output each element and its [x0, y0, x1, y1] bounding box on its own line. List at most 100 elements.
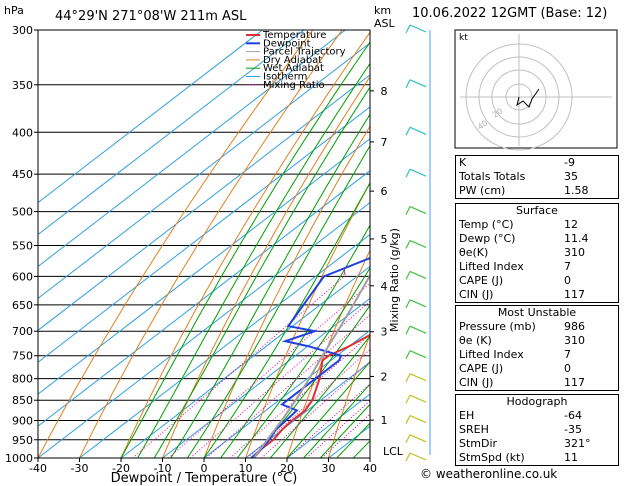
legend-label: Mixing Ratio: [263, 80, 325, 91]
isotherm-line: [38, 74, 370, 331]
row-label: K: [459, 156, 467, 169]
wind-barb-flag: [405, 452, 411, 462]
km-tick-label: 8: [381, 85, 388, 98]
row-label: Lifted Index: [459, 348, 524, 361]
row-value: 12: [564, 218, 578, 231]
pressure-tick-label: 600: [12, 270, 33, 283]
pressure-tick-label: 650: [12, 299, 33, 312]
row-value: 321°: [564, 437, 591, 450]
wet-adiabat-line: [153, 86, 370, 458]
hodograph-trace: [516, 88, 540, 108]
table-row: Dewp (°C) 11.4: [456, 232, 618, 246]
x-tick-label: 30: [322, 462, 336, 475]
isotherm-line: [38, 30, 305, 236]
wind-barb-flag: [405, 168, 411, 178]
row-label: θe(K): [459, 246, 489, 259]
row-label: Dewp (°C): [459, 232, 516, 245]
row-label: PW (cm): [459, 184, 506, 197]
row-value: 0: [564, 274, 571, 287]
wind-barb: [409, 126, 427, 135]
row-label: SREH: [459, 423, 489, 436]
isotherm-line: [38, 30, 263, 204]
table-row: θe (K) 310: [456, 334, 618, 348]
row-label: Totals Totals: [459, 170, 526, 183]
wind-barb: [409, 394, 427, 403]
location-title: 44°29'N 271°08'W 211m ASL: [55, 9, 247, 24]
row-value: 310: [564, 334, 585, 347]
legend-label: Parcel Trajectory: [263, 47, 346, 58]
x-tick-label: 40: [363, 462, 377, 475]
row-value: 0: [564, 362, 571, 375]
table-row: CAPE (J) 0: [456, 274, 618, 288]
mixing-ratio-label: 6: [434, 267, 439, 276]
km-tick-label: 5: [381, 233, 388, 246]
wet-adiabat-line: [170, 113, 370, 458]
wind-barb-flag: [405, 350, 411, 360]
date-title: 10.06.2022 12GMT (Base: 12): [412, 6, 608, 21]
wet-adiabat-line: [220, 224, 370, 458]
wind-barb: [409, 168, 427, 177]
most-unstable-title: Most Unstable: [497, 306, 577, 319]
wind-barb: [409, 270, 427, 279]
row-value: 7: [564, 348, 571, 361]
x-tick-label: -10: [154, 462, 172, 475]
row-label: CIN (J): [459, 288, 494, 301]
x-tick-label: 10: [239, 462, 253, 475]
table-row: Totals Totals 35: [456, 170, 618, 184]
table-row: EH -64: [456, 409, 618, 423]
pressure-tick-label: 500: [12, 206, 33, 219]
wet-adiabat-line: [253, 304, 370, 458]
row-value: 35: [564, 170, 578, 183]
km-tick-label: 3: [381, 326, 388, 339]
footer-credit: © weatheronline.co.uk: [420, 467, 558, 481]
isotherm-line: [38, 201, 370, 458]
row-value: 7: [564, 260, 571, 273]
pressure-tick-label: 1000: [5, 452, 33, 465]
surface-title: Surface: [516, 204, 558, 217]
row-value: 117: [564, 376, 585, 389]
background-lines: 12346810152025: [38, 30, 629, 458]
wind-barbs: [405, 24, 431, 462]
table-row: K -9: [456, 156, 618, 170]
pressure-tick-label: 450: [12, 168, 33, 181]
isotherm-line: [38, 30, 346, 268]
wind-barb-flag: [405, 299, 411, 309]
table-row: StmSpd (kt) 11: [456, 451, 618, 465]
km-tick-label: 2: [381, 370, 388, 383]
row-label: StmSpd (kt): [459, 451, 525, 464]
pressure-tick-label: 400: [12, 126, 33, 139]
mixing-ratio-line: [261, 360, 370, 458]
wet-adiabat-line: [137, 62, 370, 458]
row-label: Pressure (mb): [459, 320, 536, 333]
wind-barb: [409, 350, 427, 359]
wind-barb: [409, 452, 427, 461]
dry-adiabat-line: [203, 125, 370, 458]
x-tick-label: 0: [201, 462, 208, 475]
hodograph-panel: Hodograph EH -64 SREH -35 StmDir 321° StmSpd (…: [455, 394, 619, 466]
dry-adiabat-line: [120, 31, 370, 458]
pressure-tick-label: 900: [12, 415, 33, 428]
table-row: θe(K) 310: [456, 246, 618, 260]
table-row: Lifted Index 7: [456, 348, 618, 362]
wind-barb-flag: [405, 24, 411, 34]
dry-adiabat-line: [619, 30, 629, 458]
wind-barb-flag: [405, 240, 411, 249]
legend-label: Isotherm: [263, 72, 307, 83]
lcl-label: LCL: [383, 445, 404, 458]
mixing-ratio-line: [229, 334, 370, 458]
row-value: -35: [564, 423, 582, 436]
wet-adiabat-line: [319, 403, 370, 458]
table-row: CIN (J) 117: [456, 376, 618, 390]
wind-barb: [409, 373, 427, 382]
isotherm-line: [38, 138, 370, 395]
dry-adiabat-line: [38, 30, 314, 458]
x-tick-label: -30: [71, 462, 89, 475]
wind-barb: [409, 434, 427, 443]
wind-barb: [409, 24, 427, 33]
wind-barb-flag: [405, 415, 411, 424]
indices-panel: K -9 Totals Totals 35 PW (cm) 1.58: [455, 155, 619, 199]
row-label: CIN (J): [459, 376, 494, 389]
row-value: 986: [564, 320, 585, 333]
